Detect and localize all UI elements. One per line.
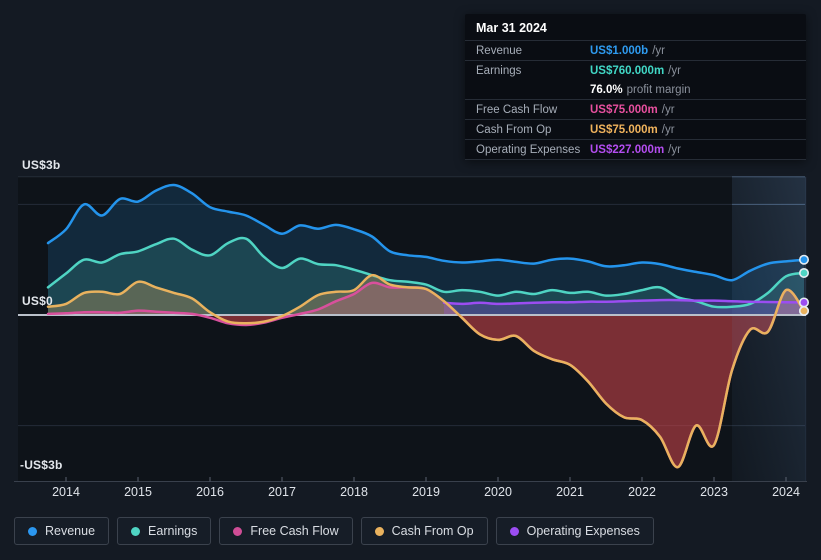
legend-item-revenue[interactable]: Revenue (14, 517, 110, 545)
legend-item-cash-from-op[interactable]: Cash From Op (360, 517, 488, 545)
tooltip-row-suffix: /yr (668, 64, 681, 77)
x-axis-tick: 2019 (412, 485, 440, 499)
legend-color-dot (131, 526, 141, 536)
tooltip-row: Earnings US$760.000m/yr (465, 61, 806, 80)
tooltip-row-label: Free Cash Flow (476, 103, 558, 116)
tooltip-row-value: US$75.000m (590, 123, 658, 136)
x-axis-tick: 2015 (124, 485, 152, 499)
legend-item-free-cash-flow[interactable]: Free Cash Flow (219, 517, 353, 545)
x-axis-tick: 2014 (52, 485, 80, 499)
y-axis-label-top: US$3b (22, 158, 61, 172)
x-axis-tick: 2022 (628, 485, 656, 499)
legend-item-label: Operating Expenses (526, 524, 640, 538)
tooltip: Mar 31 2024 Revenue US$1.000b/yr Earnings U… (465, 14, 806, 160)
tooltip-row-label: Earnings (476, 64, 522, 77)
legend-item-earnings[interactable]: Earnings (117, 517, 212, 545)
x-axis-tick: 2023 (700, 485, 728, 499)
legend: Revenue Earnings Free Cash Flow Cash From O… (14, 517, 654, 545)
legend-item-label: Revenue (45, 524, 96, 538)
tooltip-row-value: US$760.000m (590, 64, 665, 77)
x-axis-tick: 2018 (340, 485, 368, 499)
tooltip-row: 76.0% profit margin (465, 80, 806, 100)
tooltip-row: Operating Expenses US$227.000m/yr (465, 140, 806, 160)
tooltip-row-value: US$227.000m (590, 143, 665, 156)
tooltip-date: Mar 31 2024 (465, 14, 806, 41)
legend-item-operating-expenses[interactable]: Operating Expenses (495, 517, 654, 545)
tooltip-row: Cash From Op US$75.000m/yr (465, 120, 806, 140)
legend-color-dot (233, 526, 243, 536)
legend-item-label: Earnings (148, 524, 198, 538)
tooltip-row-suffix: /yr (652, 44, 665, 57)
x-axis-tick: 2016 (196, 485, 224, 499)
x-axis-tick: 2017 (268, 485, 296, 499)
tooltip-row-value: 76.0% (590, 83, 623, 96)
x-axis-tick: 2020 (484, 485, 512, 499)
y-axis-label-bottom: -US$3b (20, 458, 63, 472)
x-axis-tick: 2021 (556, 485, 584, 499)
tooltip-row-label: Revenue (476, 44, 523, 57)
legend-color-dot (509, 526, 519, 536)
tooltip-row-label: Operating Expenses (476, 143, 581, 156)
x-axis-tick: 2024 (772, 485, 800, 499)
tooltip-row-value: US$1.000b (590, 44, 649, 57)
tooltip-row-suffix: /yr (668, 143, 681, 156)
tooltip-row: Revenue US$1.000b/yr (465, 41, 806, 61)
tooltip-row-suffix: /yr (661, 123, 675, 136)
tooltip-row-label: Cash From Op (476, 123, 552, 136)
legend-color-dot (374, 526, 384, 536)
tooltip-row-value: US$75.000m (590, 103, 658, 116)
tooltip-row: Free Cash Flow US$75.000m/yr (465, 100, 806, 120)
tooltip-row-suffix: profit margin (626, 83, 691, 96)
y-axis-label-zero: US$0 (22, 294, 53, 308)
legend-color-dot (28, 526, 37, 536)
legend-item-label: Free Cash Flow (250, 524, 339, 538)
tooltip-row-suffix: /yr (661, 103, 675, 116)
legend-item-label: Cash From Op (391, 524, 474, 538)
